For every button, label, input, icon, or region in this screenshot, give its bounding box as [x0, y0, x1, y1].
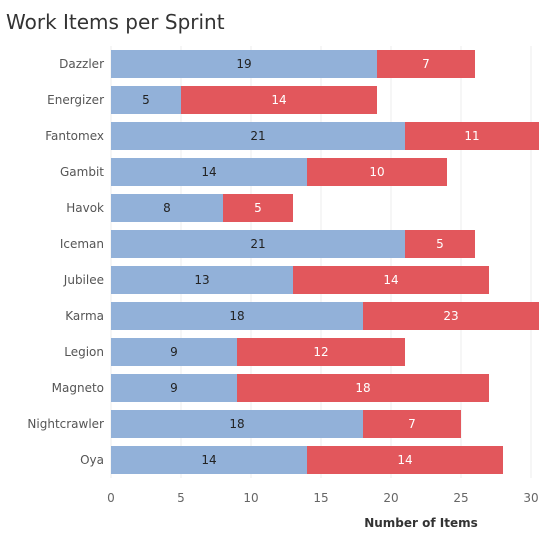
bar-segment-2: [377, 50, 475, 78]
category-label: Iceman: [60, 237, 104, 251]
bar-value-label: 14: [383, 273, 398, 287]
bar-value-label: 11: [464, 129, 479, 143]
bar-segment-1: [111, 266, 293, 294]
bar-value-label: 18: [355, 381, 370, 395]
bar-value-label: 21: [250, 237, 265, 251]
bar-segment-1: [111, 230, 405, 258]
bar-value-label: 21: [250, 129, 265, 143]
category-label: Fantomex: [45, 129, 104, 143]
bar-value-label: 9: [170, 381, 178, 395]
bar-segment-2: [223, 194, 293, 222]
bar-segment-1: [111, 302, 363, 330]
bar-segment-1: [111, 410, 363, 438]
bar-segment-1: [111, 338, 237, 366]
category-label: Oya: [80, 453, 104, 467]
bar-segment-1: [111, 86, 181, 114]
bar-value-label: 14: [271, 93, 286, 107]
bar-segment-2: [307, 158, 447, 186]
x-axis-title: Number of Items: [364, 516, 478, 530]
bar-segment-2: [405, 122, 539, 150]
bar-segment-2: [405, 230, 475, 258]
x-tick-label: 25: [453, 491, 468, 505]
category-label: Havok: [66, 201, 104, 215]
category-labels: Dazzler Energizer Fantomex Gambit Havok Icema…: [27, 57, 104, 467]
x-tick-label: 15: [313, 491, 328, 505]
x-axis-ticks: 0 5 10 15 20 25 30: [107, 491, 538, 505]
bar-segment-1: [111, 374, 237, 402]
bar-value-label: 18: [229, 309, 244, 323]
gridlines: [110, 46, 532, 478]
bar-value-label: 18: [229, 417, 244, 431]
x-tick-label: 10: [243, 491, 258, 505]
bar-value-label: 8: [163, 201, 171, 215]
bar-segment-2: [237, 374, 489, 402]
bar-value-label: 23: [443, 309, 458, 323]
category-label: Gambit: [60, 165, 104, 179]
bar-segment-1: [111, 446, 307, 474]
chart-title: Work Items per Sprint: [6, 10, 225, 34]
bar-value-label: 5: [142, 93, 150, 107]
bar-value-label: 5: [436, 237, 444, 251]
bar-segment-2: [363, 302, 539, 330]
bar-segment-2: [363, 410, 461, 438]
category-label: Energizer: [47, 93, 104, 107]
x-tick-label: 20: [383, 491, 398, 505]
bars: 19 7 5 14 21 11 14 10 8 5 21 5 13 14 18 23 9 12 9 18 18 7 14 14: [111, 50, 539, 474]
bar-value-label: 7: [408, 417, 416, 431]
bar-segment-1: [111, 50, 377, 78]
bar-segment-2: [181, 86, 377, 114]
x-tick-label: 5: [177, 491, 185, 505]
category-label: Magneto: [52, 381, 104, 395]
bar-value-label: 19: [236, 57, 251, 71]
x-tick-label: 30: [523, 491, 538, 505]
bar-value-label: 14: [201, 453, 216, 467]
category-label: Jubilee: [63, 273, 104, 287]
bar-segment-2: [293, 266, 489, 294]
bar-segment-2: [237, 338, 405, 366]
category-label: Legion: [64, 345, 104, 359]
category-label: Dazzler: [59, 57, 104, 71]
bar-segment-1: [111, 194, 223, 222]
category-label: Karma: [65, 309, 104, 323]
category-label: Nightcrawler: [27, 417, 104, 431]
bar-segment-2: [307, 446, 503, 474]
bar-value-label: 12: [313, 345, 328, 359]
bar-segment-1: [111, 122, 405, 150]
bar-value-label: 10: [369, 165, 384, 179]
bar-segment-1: [111, 158, 307, 186]
x-tick-label: 0: [107, 491, 115, 505]
bar-value-label: 9: [170, 345, 178, 359]
bar-value-label: 14: [397, 453, 412, 467]
bar-value-label: 13: [194, 273, 209, 287]
bar-value-label: 14: [201, 165, 216, 179]
bar-value-label: 5: [254, 201, 262, 215]
bar-value-label: 7: [422, 57, 430, 71]
